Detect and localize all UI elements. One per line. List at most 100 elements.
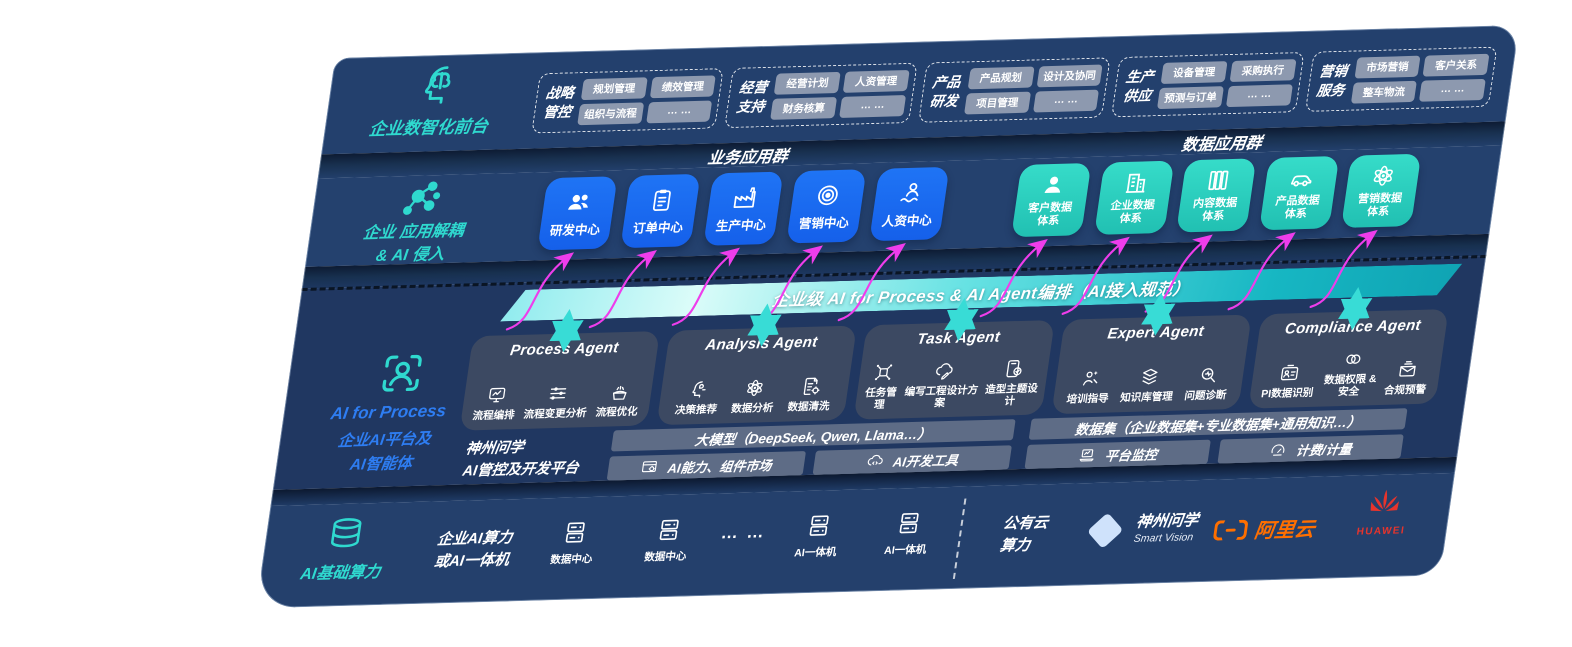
decision-head-icon	[687, 379, 711, 401]
cloud-design-icon	[932, 360, 956, 382]
aliyun-bracket-icon	[1211, 518, 1250, 541]
agent-item: 数据权限 & 安全	[1321, 348, 1381, 399]
infra-label: AI基础算力	[299, 563, 382, 584]
agent-item-label: 培训指导	[1065, 392, 1110, 406]
group-production-supply: 生产 供应 设备管理 采购执行 预测与订单 … …	[1111, 51, 1305, 118]
database-icon	[324, 515, 367, 554]
target-icon	[813, 181, 843, 208]
sliders-icon	[546, 383, 570, 405]
id-card-icon	[1278, 362, 1302, 384]
chip: 项目管理	[963, 91, 1031, 115]
tile-label: 研发中心	[549, 222, 602, 238]
business-tiles-row: 研发中心 订单中心 生产中心 营销中心 人资中心	[537, 166, 950, 251]
agent-items: 培训指导 知识库管理 问题诊断	[1056, 339, 1244, 406]
group-title: 产品 研发	[928, 73, 962, 110]
chip: … …	[839, 95, 906, 118]
agent-item-label: 任务管理	[864, 386, 898, 412]
chip: … …	[1419, 78, 1486, 102]
server-icon	[894, 510, 924, 537]
ai-compute-label-block: AI基础算力	[273, 514, 415, 585]
agent-item: 任务管理	[859, 361, 905, 411]
diagnose-search-icon	[1196, 364, 1220, 386]
agent-item: 知识库管理	[1119, 366, 1177, 405]
chip: 整车物流	[1350, 80, 1418, 104]
group-title: 经营 支持	[735, 79, 769, 115]
chip: 市场营销	[1354, 55, 1421, 79]
group-chips: 市场营销 客户关系 整车物流 … …	[1350, 53, 1490, 104]
business-app-group-title: 业务应用群	[706, 148, 789, 168]
tile-label: 订单中心	[632, 219, 685, 236]
optimize-basket-icon	[608, 381, 632, 403]
bar-label: AI开发工具	[892, 452, 960, 470]
vendor-name: 阿里云	[1252, 518, 1316, 543]
scan-person-icon	[376, 350, 429, 397]
architecture-stack: 企业数智化前台 战略 管控 规划管理 绩效管理 组织与流程 … … 经营 支持 …	[255, 24, 1520, 609]
agent-item: 数据分析	[730, 377, 777, 415]
tile-label: 企业数据 体系	[1109, 198, 1156, 226]
chip: 组织与流程	[577, 102, 644, 126]
agent-item-label: 流程优化	[594, 405, 639, 419]
public-cloud-label: 公有云 算力	[998, 514, 1050, 555]
agent-item-label: 数据权限 & 安全	[1323, 372, 1378, 399]
tile-label: 内容数据 体系	[1192, 196, 1238, 223]
chip: 财务核算	[770, 96, 838, 120]
chip: … …	[1225, 84, 1293, 108]
group-chips: 产品规划 设计及协同 项目管理 … …	[963, 64, 1103, 115]
chip: 经营计划	[774, 71, 841, 95]
rings-icon	[1341, 348, 1365, 370]
cloud-code-icon	[865, 452, 886, 471]
agent-item: 数据清洗	[787, 375, 834, 413]
vendor-name: HUAWEI	[1355, 525, 1406, 538]
gauge-icon	[1268, 441, 1289, 460]
expert-agent-card: Expert Agent 培训指导 知识库管理 问题诊断	[1050, 314, 1252, 415]
agent-item-label: 合规预警	[1383, 383, 1427, 397]
compliance-agent-card: Compliance Agent PI数据识别 数据权限 & 安全 合规预警	[1248, 309, 1449, 409]
layers-icon	[1137, 366, 1161, 388]
chip: 人资管理	[842, 69, 910, 93]
server-icon	[804, 512, 834, 539]
vendor-name: 神州问学	[1134, 512, 1200, 532]
ai-appliance-node: AI一体机	[778, 512, 857, 561]
tile-label: 产品数据 体系	[1274, 194, 1321, 221]
group-operations: 经营 支持 经营计划 人资管理 财务核算 … …	[724, 62, 918, 129]
bar-label: AI能力、组件市场	[666, 457, 773, 476]
tile-label: 营销数据 体系	[1357, 192, 1403, 219]
chip: … …	[1032, 89, 1100, 113]
front-office-label: 企业数智化前台	[367, 116, 490, 140]
agent-items: 决策推荐 数据分析 数据清洗	[662, 350, 850, 417]
tile-order-center: 订单中心	[620, 173, 701, 249]
datacenter-node: 数据中心	[534, 518, 613, 567]
agent-item: PI数据识别	[1260, 362, 1317, 401]
agent-item: 流程变更分析	[523, 382, 591, 421]
agent-item: 合规预警	[1383, 358, 1430, 397]
group-title: 生产 供应	[1122, 68, 1156, 105]
group-title: 战略 管控	[542, 84, 576, 121]
factory-icon	[730, 184, 760, 211]
agent-item-label: 造型主题设计	[984, 382, 1039, 408]
chip: 绩效管理	[649, 75, 717, 99]
doc-gear-icon	[799, 375, 823, 397]
tile-customer-data: 客户数据 体系	[1011, 162, 1092, 238]
data-tiles-row: 客户数据 体系 企业数据 体系 内容数据 体系 产品数据 体系 营销数据 体系	[1011, 153, 1422, 238]
tile-marketing-center: 营销中心	[786, 169, 867, 244]
node-label: 数据中心	[643, 550, 688, 564]
tile-label: 生产中心	[714, 217, 767, 233]
server-icon	[560, 519, 590, 546]
agent-item: 问题诊断	[1184, 364, 1231, 402]
hr-people-icon	[896, 179, 926, 206]
ai-appliance-node: AI一体机	[868, 509, 947, 558]
smart-vision-logo: 神州问学 Smart Vision	[1080, 506, 1200, 553]
head-brain-icon	[413, 62, 463, 107]
agent-item: 决策推荐	[674, 378, 721, 417]
platform-brand-label: 神州问学 AI管控及开发平台	[461, 439, 580, 481]
group-title: 营销 服务	[1315, 62, 1349, 99]
tile-label: 客户数据 体系	[1027, 201, 1073, 228]
chip: … …	[645, 100, 713, 124]
tile-marketing-data: 营销数据 体系	[1340, 153, 1422, 228]
vendor-subname: Smart Vision	[1132, 531, 1195, 545]
chip: 规划管理	[580, 77, 648, 101]
tile-content-data: 内容数据 体系	[1176, 158, 1257, 233]
agent-item: 造型主题设计	[980, 357, 1045, 408]
agent-item-label: 流程编排	[471, 409, 516, 423]
diamond-logo-icon	[1080, 508, 1130, 553]
